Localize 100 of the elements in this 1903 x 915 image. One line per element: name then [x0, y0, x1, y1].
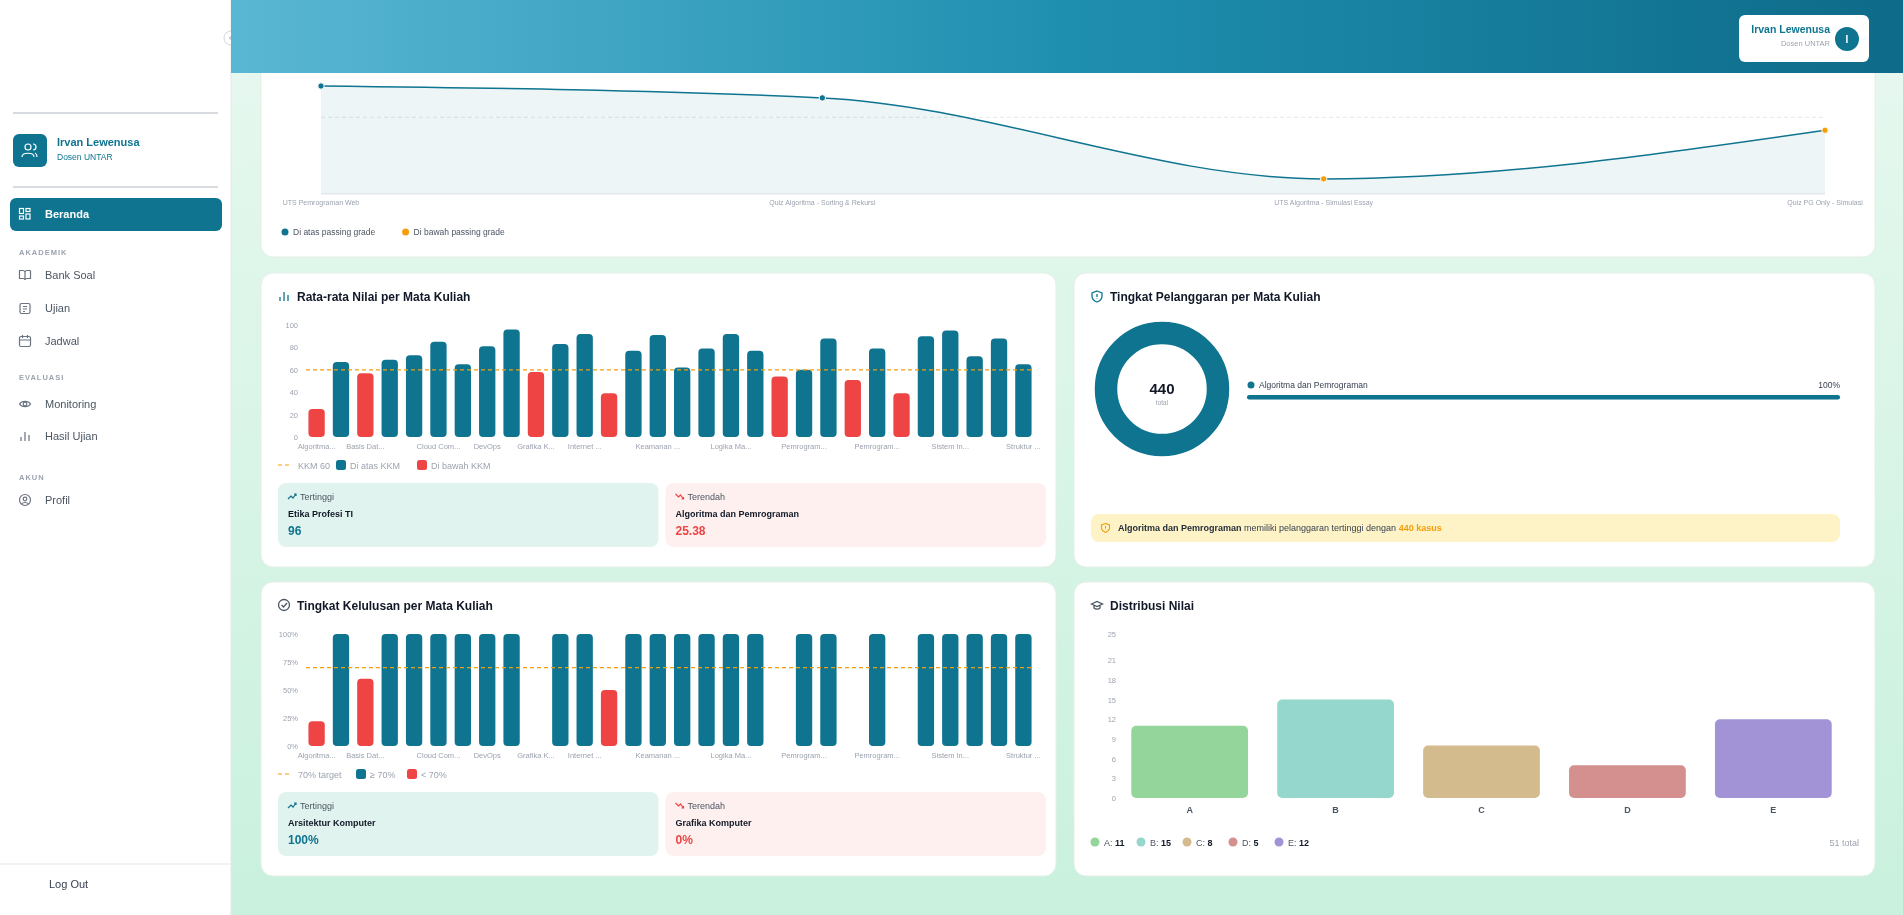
- text: Terendah: [687, 492, 726, 502]
- bar: [479, 346, 496, 437]
- x-tick-label: A: [1186, 805, 1194, 815]
- bar: [966, 634, 983, 746]
- text: Dosen UNTAR: [57, 152, 113, 162]
- point: [1821, 126, 1829, 134]
- legend-label: 70% target: [298, 769, 343, 780]
- bar: [600, 690, 618, 746]
- text: Arsitektur Komputer: [288, 818, 377, 828]
- bar: [308, 721, 325, 746]
- text: Tertinggi: [300, 801, 335, 811]
- text: Irvan Lewenusa: [57, 136, 141, 148]
- legend-label: D: 5: [1242, 837, 1259, 848]
- legend-label: Di bawah KKM: [431, 460, 491, 471]
- legend-label: Di bawah passing grade: [413, 227, 506, 237]
- bar: [552, 634, 569, 746]
- bar: [893, 393, 910, 437]
- legend-label: < 70%: [421, 769, 447, 780]
- bar: [600, 393, 618, 437]
- bar: [552, 344, 569, 437]
- bar: [454, 634, 471, 746]
- bar: [576, 333, 593, 437]
- text: Grafika Komputer: [675, 818, 753, 828]
- text: Irvan Lewenusa: [1751, 23, 1831, 35]
- bar: [917, 336, 935, 437]
- bar: [674, 367, 691, 437]
- bar: [698, 348, 715, 437]
- point: [317, 82, 325, 90]
- text: Tertinggi: [300, 492, 335, 502]
- bar: [503, 329, 520, 437]
- text: Algoritma dan Pemrograman: [1118, 523, 1242, 533]
- bar: [722, 634, 740, 746]
- text: 25.38: [675, 524, 706, 538]
- text: Jadwal: [45, 335, 80, 347]
- bar: [649, 335, 666, 437]
- text: Hasil Ujian: [45, 430, 98, 442]
- bar: [332, 634, 350, 746]
- bar: [1015, 634, 1032, 746]
- point: [1319, 175, 1328, 183]
- bar: [942, 330, 959, 437]
- bar: [649, 634, 666, 746]
- text: Etika Profesi TI: [288, 509, 354, 519]
- chart-title: Rata-rata Nilai per Mata Kuliah: [297, 290, 471, 304]
- bar: [357, 373, 374, 437]
- bar: [1015, 364, 1032, 437]
- bar: [795, 634, 813, 746]
- bar: [332, 361, 350, 437]
- text: 51 total: [1829, 837, 1859, 848]
- bar: [405, 634, 423, 746]
- text: Algoritma dan Pemrograman: [675, 509, 800, 519]
- legend-label: KKM 60: [298, 460, 331, 471]
- text: 440 kasus: [1398, 523, 1442, 533]
- legend-label: Di atas passing grade: [293, 227, 376, 237]
- text: 96: [288, 524, 302, 538]
- bar: [869, 348, 886, 437]
- x-tick-label: C: [1478, 805, 1486, 815]
- bar: [625, 350, 642, 437]
- bar: [966, 356, 983, 437]
- bar: [820, 338, 837, 437]
- text: Ujian: [45, 302, 71, 314]
- bar: [869, 634, 886, 746]
- legend-label: B: 15: [1150, 837, 1172, 848]
- bar: [990, 338, 1008, 437]
- chart-title: Tingkat Kelulusan per Mata Kuliah: [297, 599, 493, 613]
- bar: [308, 409, 325, 437]
- bar: [430, 634, 447, 746]
- bar: [527, 372, 545, 437]
- text: 0%: [675, 833, 694, 847]
- bar: [576, 634, 593, 746]
- chart-title: Distribusi Nilai: [1110, 599, 1195, 613]
- text: Beranda: [45, 208, 90, 220]
- bar: [625, 634, 642, 746]
- chart-title: Tingkat Pelanggaran per Mata Kuliah: [1110, 290, 1321, 304]
- bar: [381, 634, 398, 746]
- bar: [357, 678, 374, 746]
- bar: [503, 634, 520, 746]
- text: I: [1845, 34, 1849, 45]
- bar: [722, 333, 740, 437]
- x-tick-label: B: [1332, 805, 1340, 815]
- text: 440: [1149, 380, 1175, 397]
- point: [818, 94, 827, 102]
- legend-label: Di atas KKM: [350, 460, 401, 471]
- legend-label: E: 12: [1288, 837, 1310, 848]
- bar: [747, 350, 764, 437]
- bar: [674, 634, 691, 746]
- legend-label: Algoritma dan Pemrograman: [1259, 380, 1368, 390]
- text: Bank Soal: [45, 269, 96, 281]
- bar: [942, 634, 959, 746]
- text: memiliki pelanggaran tertinggi dengan: [1241, 523, 1399, 533]
- legend-label: ≥ 70%: [370, 769, 396, 780]
- bar: [917, 634, 935, 746]
- text: Log Out: [49, 878, 89, 890]
- x-tick-label: D: [1624, 805, 1632, 815]
- legend-label: C: 8: [1196, 837, 1213, 848]
- bar: [771, 376, 788, 437]
- text: Profil: [45, 494, 71, 506]
- data-label: 100%: [1818, 380, 1841, 390]
- bar: [820, 634, 837, 746]
- bar: [454, 364, 471, 437]
- text: Terendah: [687, 801, 726, 811]
